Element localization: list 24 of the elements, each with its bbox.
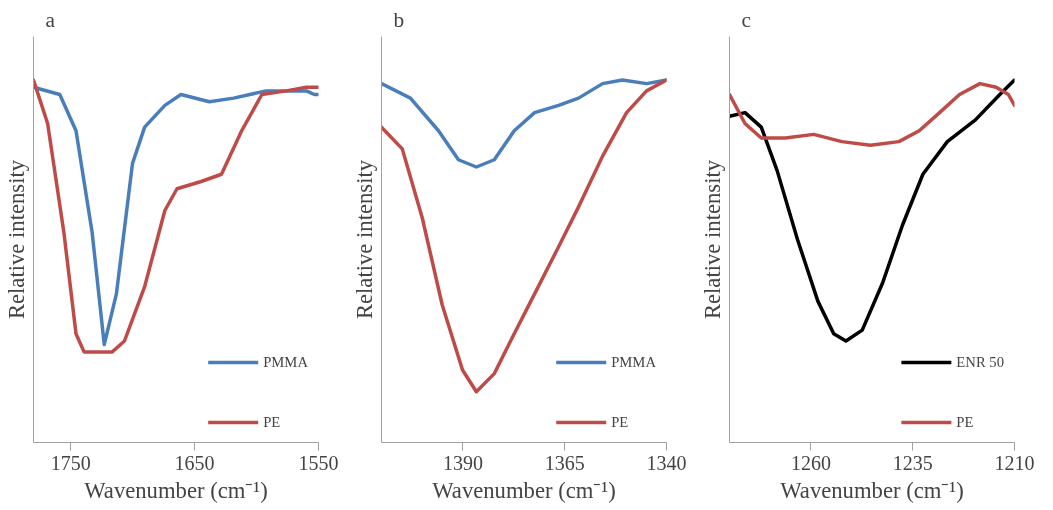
- x-tick-label: 1340: [646, 451, 687, 474]
- x-axis-title: Wavenumber (cm⁻¹): [84, 477, 268, 503]
- x-tick-label: 1650: [174, 451, 215, 474]
- x-axis-title: Wavenumber (cm⁻¹): [432, 477, 616, 503]
- chart-title: a: [45, 7, 56, 32]
- legend-label: PMMA: [611, 353, 656, 371]
- y-axis-title: Relative intensity: [3, 159, 29, 320]
- x-tick-label: 1365: [544, 451, 585, 474]
- x-tick-label: 1260: [790, 451, 831, 474]
- x-tick-label: 1210: [994, 451, 1035, 474]
- y-axis-title: Relative intensity: [699, 159, 725, 320]
- legend-label: PE: [611, 413, 630, 431]
- x-axis-title: Wavenumber (cm⁻¹): [780, 477, 964, 503]
- x-tick-label: 1235: [892, 451, 933, 474]
- legend-label: PE: [956, 413, 975, 431]
- y-axis-title: Relative intensity: [351, 159, 377, 320]
- legend-label: PMMA: [263, 353, 308, 371]
- x-tick-label: 1390: [442, 451, 483, 474]
- x-tick-label: 1750: [50, 451, 91, 474]
- legend-label: ENR 50: [956, 353, 1004, 371]
- chart-title: b: [393, 7, 405, 32]
- x-tick-label: 1550: [298, 451, 339, 474]
- chart-title: c: [741, 7, 751, 32]
- legend-label: PE: [263, 413, 282, 431]
